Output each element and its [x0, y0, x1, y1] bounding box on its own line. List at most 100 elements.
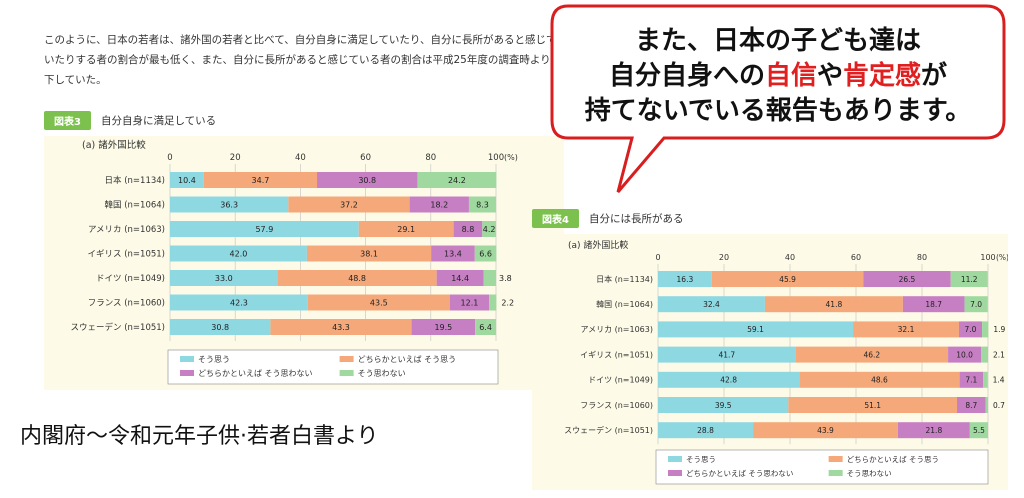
data-label: 39.5: [715, 401, 732, 410]
data-label: 8.7: [965, 401, 977, 410]
figure-4-badge: 図表4: [532, 208, 579, 228]
data-label: 48.6: [871, 376, 888, 385]
legend-label: どちらかといえば そう思わない: [198, 369, 313, 378]
data-label: 46.2: [863, 350, 880, 359]
bubble-line-2c: や: [816, 61, 843, 91]
x-tick-label: 80: [425, 153, 436, 163]
bubble-line-3: 持てないでいる報告もあります。: [584, 96, 972, 126]
data-label: 43.5: [370, 298, 388, 307]
data-label: 6.6: [479, 249, 492, 258]
chart-figure-3: 図表3 自分自身に満足している (a) 諸外国比較 0 20 40 60 80 100 (%)…: [44, 110, 564, 390]
bar-segment: [982, 321, 989, 338]
x-tick-label: 40: [785, 253, 795, 262]
data-label: 11.2: [961, 275, 978, 284]
category-label: ドイツ (n=1049): [588, 376, 653, 385]
category-label: イギリス (n=1051): [88, 249, 165, 259]
data-label: 8.3: [476, 200, 489, 209]
x-tick-label: 80: [917, 253, 927, 262]
speech-bubble: また、日本の子ども達は 自分自身への自信や肯定感が 持てないでいる報告もあります…: [548, 2, 1008, 202]
category-label: 日本 (n=1134): [105, 175, 165, 186]
data-label: 0.7: [993, 401, 1005, 410]
bar-segment: [983, 371, 988, 388]
data-label: 5.5: [973, 426, 985, 435]
data-label: 43.9: [817, 426, 834, 435]
figure-3-badge: 図表3: [44, 110, 91, 130]
legend-label: どちらかといえば そう思う: [358, 355, 457, 364]
data-label: 1.4: [993, 376, 1005, 385]
bar-segment: [482, 221, 496, 237]
data-label: 18.2: [430, 200, 448, 209]
figure-4-header: 図表4 自分には長所がある: [532, 208, 683, 228]
figure-3-svg: (a) 諸外国比較 0 20 40 60 80 100 (%) 日本 (n=1134) 10.4 3…: [71, 139, 518, 385]
bar-segment: [317, 172, 418, 188]
figure-4-svg: (a) 諸外国比較 0 20 40 60 80 100 (%) 日本 (n=1134) 16.3 4…: [564, 239, 1008, 485]
figure-3-plot-area: (a) 諸外国比較 0 20 40 60 80 100 (%) 日本 (n=1134) 10.4 3…: [44, 136, 564, 390]
legend-swatch: [828, 456, 843, 462]
bar-segment: [170, 294, 308, 311]
data-label: 24.2: [448, 176, 466, 185]
bar-segment: [409, 196, 469, 213]
bar-segment: [170, 196, 289, 213]
legend-swatch: [180, 370, 194, 376]
bar-segment: [411, 319, 476, 335]
data-label: 30.8: [211, 323, 229, 332]
bubble-line-2e: が: [921, 61, 948, 91]
x-tick-label: 100: [980, 253, 995, 262]
bubble-highlight-confidence: 自信: [764, 61, 817, 91]
bar-segment: [658, 271, 712, 287]
bar-segment: [277, 270, 437, 286]
bar-segment: [764, 296, 903, 313]
x-tick-label: 0: [655, 253, 660, 262]
legend-label: そう思う: [686, 455, 716, 464]
speech-bubble-outline: [550, 4, 1006, 193]
data-label: 36.3: [220, 200, 238, 209]
data-label: 21.8: [926, 426, 943, 435]
bar-segment: [981, 346, 988, 363]
data-label: 4.2: [483, 225, 496, 234]
data-label: 41.8: [826, 300, 843, 309]
bar-segment: [170, 270, 278, 286]
category-label: アメリカ (n=1063): [580, 325, 653, 334]
data-label: 42.8: [720, 376, 737, 385]
bar-segment: [795, 346, 949, 363]
data-label: 8.8: [462, 225, 475, 234]
bar-segment: [658, 346, 796, 363]
chart-figure-4: 図表4 自分には長所がある (a) 諸外国比較 0 20 40 60 80 100 (%) 日本…: [532, 208, 1008, 490]
data-label: 7.0: [965, 325, 977, 334]
bubble-line-2a: 自分自身への: [608, 61, 765, 91]
bar-segment: [950, 271, 988, 287]
bar-segment: [658, 296, 765, 313]
legend-swatch: [828, 470, 843, 476]
category-label: アメリカ (n=1063): [88, 225, 165, 235]
bar-segment: [985, 397, 988, 413]
bar-segment: [964, 296, 988, 313]
data-label: 32.4: [703, 300, 720, 309]
bar-segment: [969, 422, 988, 439]
speech-bubble-shape: [550, 4, 1006, 193]
bar-segment: [489, 294, 497, 311]
data-label: 10.0: [956, 350, 973, 359]
bar-segment: [658, 321, 854, 338]
bar-segment: [270, 319, 412, 335]
bar-segment: [307, 294, 450, 311]
legend-swatch: [180, 356, 194, 362]
bubble-line-2: 自分自身への自信や肯定感が: [568, 59, 988, 94]
figure-4-title: 自分には長所がある: [588, 212, 684, 225]
data-label: 10.4: [178, 176, 196, 185]
data-label: 2.2: [501, 298, 514, 307]
x-tick-label: 40: [295, 153, 306, 163]
bar-segment: [436, 270, 484, 286]
x-tick-label: 20: [719, 253, 729, 262]
legend-label: そう思わない: [358, 369, 406, 378]
figure-3-title: 自分自身に満足している: [100, 114, 217, 127]
bar-segment: [431, 245, 475, 262]
figure-4-plot-area: (a) 諸外国比較 0 20 40 60 80 100 (%) 日本 (n=1134) 16.3 4…: [532, 234, 1008, 490]
data-label: 12.1: [461, 298, 479, 307]
bar-segment: [358, 221, 454, 237]
bar-segment: [863, 271, 951, 287]
bar-segment: [170, 245, 307, 262]
bubble-line-1: また、日本の子ども達は: [634, 26, 921, 56]
bar-segment: [902, 296, 965, 313]
speech-bubble-text: また、日本の子ども達は 自分自身への自信や肯定感が 持てないでいる報告もあります…: [568, 24, 988, 129]
data-label: 16.3: [677, 275, 694, 284]
